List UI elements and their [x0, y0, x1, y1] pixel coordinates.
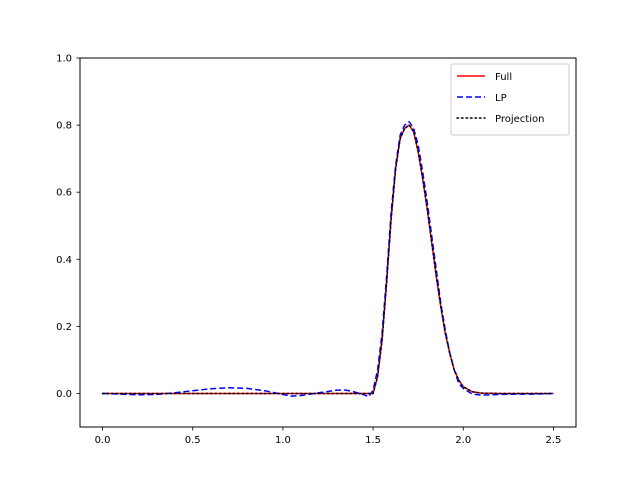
- y-axis: 0.0 0.2 0.4 0.6 0.8 1.0: [56, 54, 80, 400]
- x-tick-label: 1.0: [275, 435, 291, 446]
- legend-label-full: Full: [495, 72, 512, 83]
- y-tick-label: 0.6: [56, 188, 72, 199]
- x-tick-label: 2.0: [455, 435, 471, 446]
- legend-label-projection: Projection: [495, 114, 544, 125]
- plot-frame: [79, 57, 577, 428]
- y-tick-label: 0.2: [56, 322, 72, 333]
- series-layer: [101, 120, 555, 398]
- x-axis: 0.0 0.5 1.0 1.5 2.0 2.5: [95, 427, 562, 446]
- x-tick-label: 0.0: [95, 435, 111, 446]
- x-tick-label: 2.5: [546, 435, 562, 446]
- series-line-projection: [101, 124, 555, 395]
- y-tick-label: 0.4: [56, 255, 72, 266]
- y-tick-label: 1.0: [56, 54, 72, 65]
- y-tick-label: 0.0: [56, 389, 72, 400]
- x-tick-label: 0.5: [185, 435, 201, 446]
- legend: Full LP Projection: [450, 63, 570, 136]
- x-tick-label: 1.5: [365, 435, 381, 446]
- y-tick-label: 0.8: [56, 121, 72, 132]
- legend-label-lp: LP: [495, 93, 507, 104]
